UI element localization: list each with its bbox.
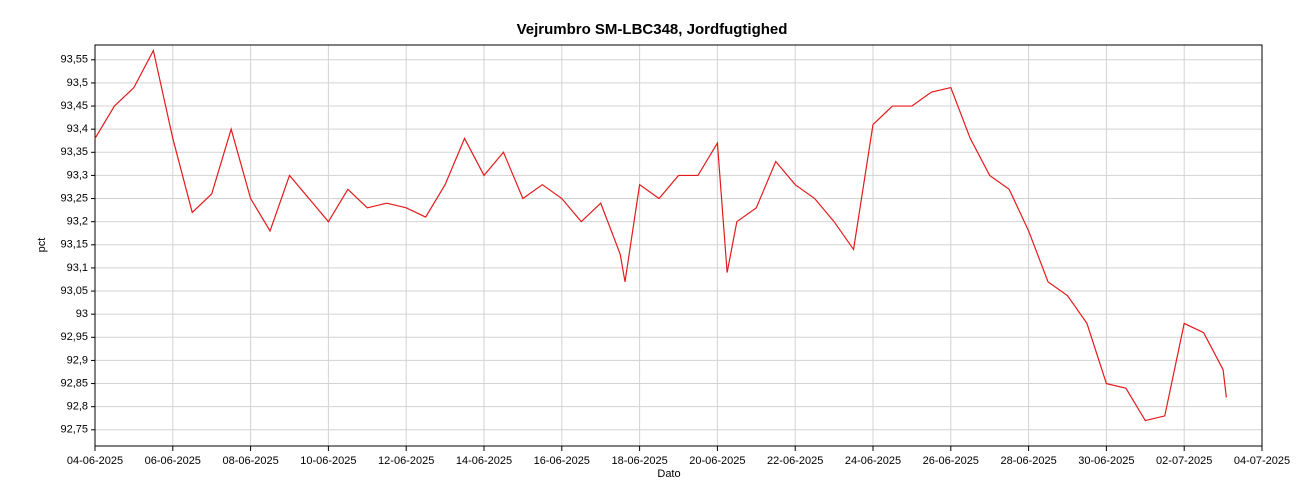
y-tick-label: 93,3 bbox=[67, 169, 88, 181]
y-tick-label: 93,5 bbox=[67, 77, 88, 89]
plot-frame bbox=[94, 44, 1263, 447]
y-tick-label: 92,9 bbox=[67, 354, 88, 366]
x-tick-label: 14-06-2025 bbox=[456, 455, 512, 467]
x-tick-label: 08-06-2025 bbox=[222, 455, 278, 467]
x-tick-label: 10-06-2025 bbox=[300, 455, 356, 467]
x-tick-label: 06-06-2025 bbox=[145, 455, 201, 467]
y-tick-label: 92,75 bbox=[60, 424, 88, 436]
y-tick-label: 92,8 bbox=[67, 401, 88, 413]
x-tick-label: 28-06-2025 bbox=[1000, 455, 1056, 467]
x-tick-label: 26-06-2025 bbox=[923, 455, 979, 467]
x-tick-label: 04-06-2025 bbox=[67, 455, 123, 467]
y-tick-label: 92,85 bbox=[60, 377, 88, 389]
y-tick-label: 93,05 bbox=[60, 285, 88, 297]
y-tick-label: 93,35 bbox=[60, 146, 88, 158]
y-tick-label: 93,2 bbox=[67, 216, 88, 228]
y-tick-label: 93,55 bbox=[60, 54, 88, 66]
x-tick-label: 20-06-2025 bbox=[689, 455, 745, 467]
y-axis-label: pct bbox=[36, 238, 48, 253]
y-tick-label: 93,45 bbox=[60, 100, 88, 112]
x-tick-label: 16-06-2025 bbox=[534, 455, 590, 467]
x-tick-label: 04-07-2025 bbox=[1234, 455, 1290, 467]
y-tick-label: 93,4 bbox=[67, 123, 88, 135]
x-tick-label: 24-06-2025 bbox=[845, 455, 901, 467]
x-tick-label: 22-06-2025 bbox=[767, 455, 823, 467]
data-line bbox=[94, 48, 1227, 422]
x-tick-label: 30-06-2025 bbox=[1078, 455, 1134, 467]
y-tick-label: 92,95 bbox=[60, 331, 88, 343]
x-tick-label: 02-07-2025 bbox=[1156, 455, 1212, 467]
x-tick-label: 12-06-2025 bbox=[378, 455, 434, 467]
y-tick-label: 93 bbox=[76, 308, 88, 320]
x-tick-label: 18-06-2025 bbox=[611, 455, 667, 467]
x-axis-label: Dato bbox=[657, 468, 680, 480]
y-tick-label: 93,25 bbox=[60, 192, 88, 204]
y-tick-label: 93,15 bbox=[60, 239, 88, 251]
y-tick-label: 93,1 bbox=[67, 262, 88, 274]
chart-title: Vejrumbro SM-LBC348, Jordfugtighed bbox=[517, 21, 788, 38]
